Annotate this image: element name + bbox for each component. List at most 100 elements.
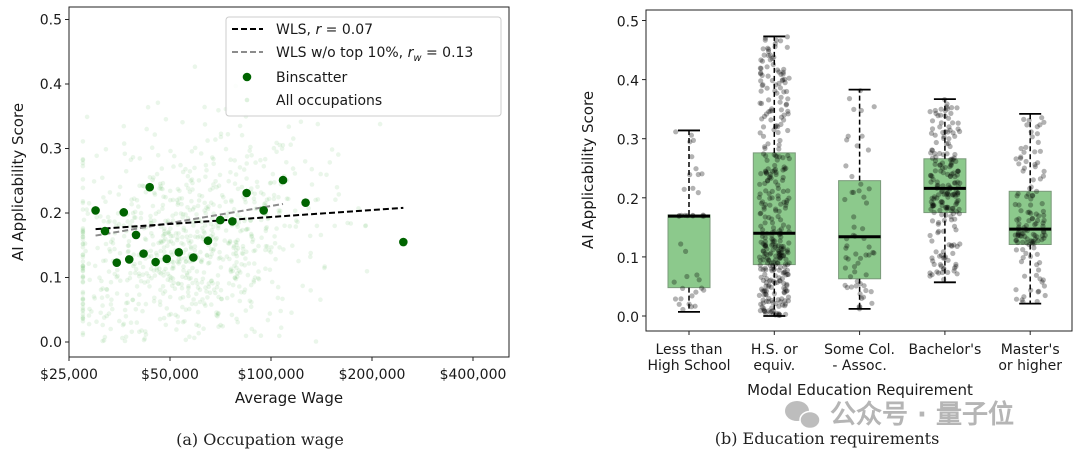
jitter-point — [780, 174, 786, 181]
occupation-point — [103, 258, 108, 263]
occupation-point — [179, 240, 184, 246]
occupation-point — [249, 153, 254, 158]
jitter-point — [934, 195, 940, 201]
jitter-point — [776, 267, 782, 273]
occupation-point — [189, 149, 195, 154]
jitter-point — [1022, 234, 1028, 240]
occupation-point — [80, 252, 86, 258]
jitter-point — [865, 147, 872, 153]
occupation-point — [246, 261, 252, 266]
x-tick-label: - Assoc. — [832, 358, 886, 374]
jitter-point — [953, 188, 959, 194]
occupation-point — [216, 324, 221, 330]
occupation-point — [210, 155, 215, 160]
occupation-point — [202, 200, 207, 206]
binscatter-point — [139, 249, 148, 258]
occupation-point — [234, 242, 239, 248]
occupation-point — [183, 259, 189, 265]
jitter-point — [695, 171, 701, 178]
jitter-point — [769, 268, 775, 274]
jitter-point — [845, 256, 851, 262]
jitter-point — [931, 196, 937, 202]
occupation-point — [231, 251, 236, 257]
jitter-point — [764, 251, 770, 257]
jitter-point — [1028, 287, 1034, 293]
jitter-point — [1012, 232, 1018, 238]
occupation-point — [140, 264, 146, 270]
occupation-point — [187, 207, 193, 213]
occupation-point — [137, 292, 142, 298]
jitter-point — [770, 247, 776, 253]
occupation-point — [150, 203, 156, 209]
jitter-point — [784, 281, 790, 287]
occupation-point — [110, 306, 115, 312]
occupation-point — [101, 315, 107, 320]
jitter-point — [781, 66, 787, 72]
jitter-point — [1034, 262, 1040, 268]
occupation-point — [192, 248, 198, 253]
jitter-point — [949, 105, 955, 111]
occupation-point — [308, 250, 314, 256]
jitter-point — [951, 191, 958, 197]
jitter-point — [765, 177, 771, 184]
occupation-point — [278, 308, 284, 314]
jitter-point — [776, 303, 782, 309]
plot-frame — [645, 9, 1073, 332]
jitter-point — [1033, 221, 1039, 227]
jitter-point — [775, 193, 781, 199]
jitter-point — [770, 241, 776, 247]
occupation-point — [80, 301, 86, 307]
jitter-point — [955, 168, 961, 174]
jitter-point — [782, 303, 788, 309]
occupation-point — [143, 237, 149, 243]
jitter-point — [955, 197, 961, 203]
jitter-point — [776, 146, 782, 152]
jitter-point — [954, 105, 960, 111]
jitter-point — [955, 168, 961, 174]
occupation-point — [163, 266, 168, 272]
occupation-point — [255, 184, 260, 190]
occupation-point — [235, 186, 241, 192]
jitter-point — [859, 133, 865, 139]
occupation-point — [236, 220, 242, 225]
occupation-point — [136, 271, 142, 277]
jitter-point — [769, 220, 776, 226]
occupation-point — [234, 253, 240, 259]
occupation-point — [179, 201, 184, 207]
jitter-point — [1037, 122, 1043, 128]
jitter-point — [949, 156, 955, 162]
occupation-point — [130, 297, 135, 303]
occupation-point — [80, 275, 86, 281]
jitter-point — [1028, 129, 1034, 135]
occupation-point — [213, 290, 218, 296]
occupation-point — [80, 264, 86, 269]
occupation-point — [110, 241, 116, 246]
occupation-point — [167, 274, 172, 279]
jitter-point — [761, 151, 767, 157]
occupation-point — [143, 189, 149, 195]
jitter-point — [856, 304, 862, 310]
occupation-point — [80, 308, 86, 314]
jitter-point — [776, 69, 782, 75]
jitter-point — [782, 269, 788, 275]
occupation-point — [271, 192, 277, 198]
occupation-point — [290, 243, 295, 248]
occupation-point — [80, 228, 86, 234]
jitter-point — [932, 158, 939, 164]
jitter-point — [1020, 299, 1026, 305]
jitter-point — [1030, 192, 1036, 198]
occupation-point — [219, 193, 225, 198]
occupation-point — [80, 297, 86, 303]
jitter-point — [762, 265, 768, 271]
jitter-point — [952, 265, 958, 271]
occupation-point — [91, 294, 97, 299]
occupation-point — [227, 239, 233, 245]
occupation-point — [132, 215, 137, 220]
occupation-point — [248, 304, 254, 310]
jitter-point — [935, 113, 941, 119]
occupation-point — [152, 192, 158, 197]
occupation-point — [284, 196, 290, 201]
x-tick-label: equiv. — [753, 358, 795, 374]
y-tick-label: 0.0 — [40, 335, 62, 351]
jitter-point — [770, 259, 777, 265]
